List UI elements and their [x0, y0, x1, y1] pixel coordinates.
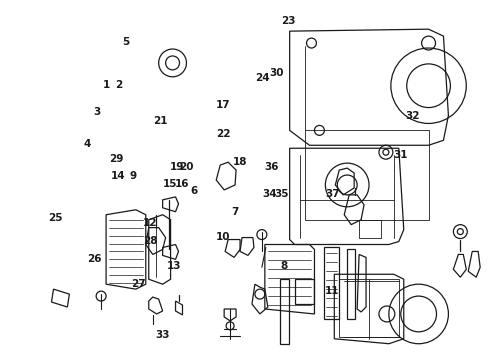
Text: 20: 20: [179, 162, 194, 172]
Text: 10: 10: [216, 232, 230, 242]
Text: 22: 22: [216, 129, 230, 139]
Text: 23: 23: [282, 16, 296, 26]
Text: 32: 32: [406, 111, 420, 121]
Text: 28: 28: [143, 236, 157, 246]
Text: 17: 17: [216, 100, 230, 110]
Text: 30: 30: [270, 68, 284, 78]
Text: 7: 7: [232, 207, 239, 217]
Bar: [305, 130, 429, 220]
Text: 18: 18: [233, 157, 247, 167]
Text: 11: 11: [325, 286, 340, 296]
Bar: [359, 220, 381, 238]
Bar: [347, 249, 355, 319]
Text: 29: 29: [109, 154, 123, 163]
Text: 31: 31: [393, 150, 408, 160]
Bar: [294, 279, 315, 304]
Text: 12: 12: [143, 218, 157, 228]
Bar: [339, 279, 399, 337]
Text: 15: 15: [162, 179, 177, 189]
Text: 2: 2: [115, 80, 122, 90]
Text: 3: 3: [93, 107, 100, 117]
Text: 24: 24: [255, 73, 270, 83]
Text: 13: 13: [167, 261, 182, 271]
Text: 26: 26: [87, 253, 101, 264]
Text: 37: 37: [325, 189, 340, 199]
Text: 19: 19: [170, 162, 184, 172]
Text: 1: 1: [103, 80, 110, 90]
Text: 16: 16: [174, 179, 189, 189]
Text: 14: 14: [111, 171, 126, 181]
Text: 27: 27: [131, 279, 146, 289]
Text: 34: 34: [262, 189, 277, 199]
Text: 5: 5: [122, 37, 129, 48]
Text: 35: 35: [274, 189, 289, 199]
Bar: [280, 279, 289, 344]
Text: 9: 9: [130, 171, 137, 181]
Text: 21: 21: [153, 116, 167, 126]
Text: 6: 6: [190, 186, 197, 196]
Text: 36: 36: [265, 162, 279, 172]
Text: 8: 8: [280, 261, 288, 271]
Text: 25: 25: [48, 212, 63, 222]
Text: 4: 4: [83, 139, 91, 149]
Text: 33: 33: [155, 330, 170, 341]
